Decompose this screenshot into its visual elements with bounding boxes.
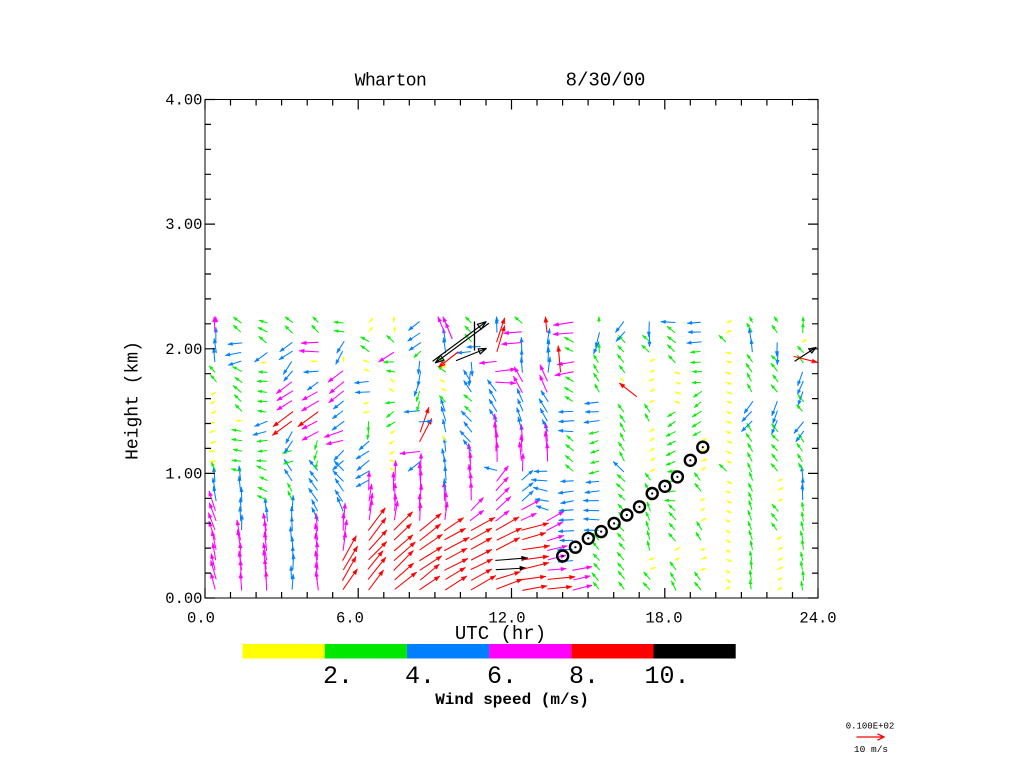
svg-text:4.00: 4.00 — [165, 92, 202, 110]
svg-text:24.0: 24.0 — [799, 610, 836, 628]
svg-text:10 m/s: 10 m/s — [854, 744, 888, 755]
svg-text:3.00: 3.00 — [165, 216, 202, 234]
svg-text:Wind speed (m/s): Wind speed (m/s) — [435, 691, 589, 709]
svg-text:0.00: 0.00 — [165, 590, 202, 608]
svg-text:Wharton: Wharton — [355, 72, 426, 92]
svg-text:Height (km): Height (km) — [124, 341, 144, 460]
svg-text:1.00: 1.00 — [165, 465, 202, 483]
svg-text:6.0: 6.0 — [336, 610, 364, 628]
svg-text:8/30/00: 8/30/00 — [566, 70, 646, 92]
svg-text:2.00: 2.00 — [165, 341, 202, 359]
svg-text:10.: 10. — [644, 662, 689, 691]
svg-text:4.: 4. — [405, 662, 435, 691]
svg-text:6.: 6. — [487, 662, 517, 691]
svg-text:8.: 8. — [569, 662, 599, 691]
svg-text:18.0: 18.0 — [645, 610, 682, 628]
svg-text:2.: 2. — [323, 662, 353, 691]
svg-text:0.0: 0.0 — [187, 610, 215, 628]
svg-text:0.100E+02: 0.100E+02 — [846, 722, 895, 732]
svg-text:UTC (hr): UTC (hr) — [455, 623, 546, 645]
svg-text:12.0: 12.0 — [488, 610, 525, 628]
